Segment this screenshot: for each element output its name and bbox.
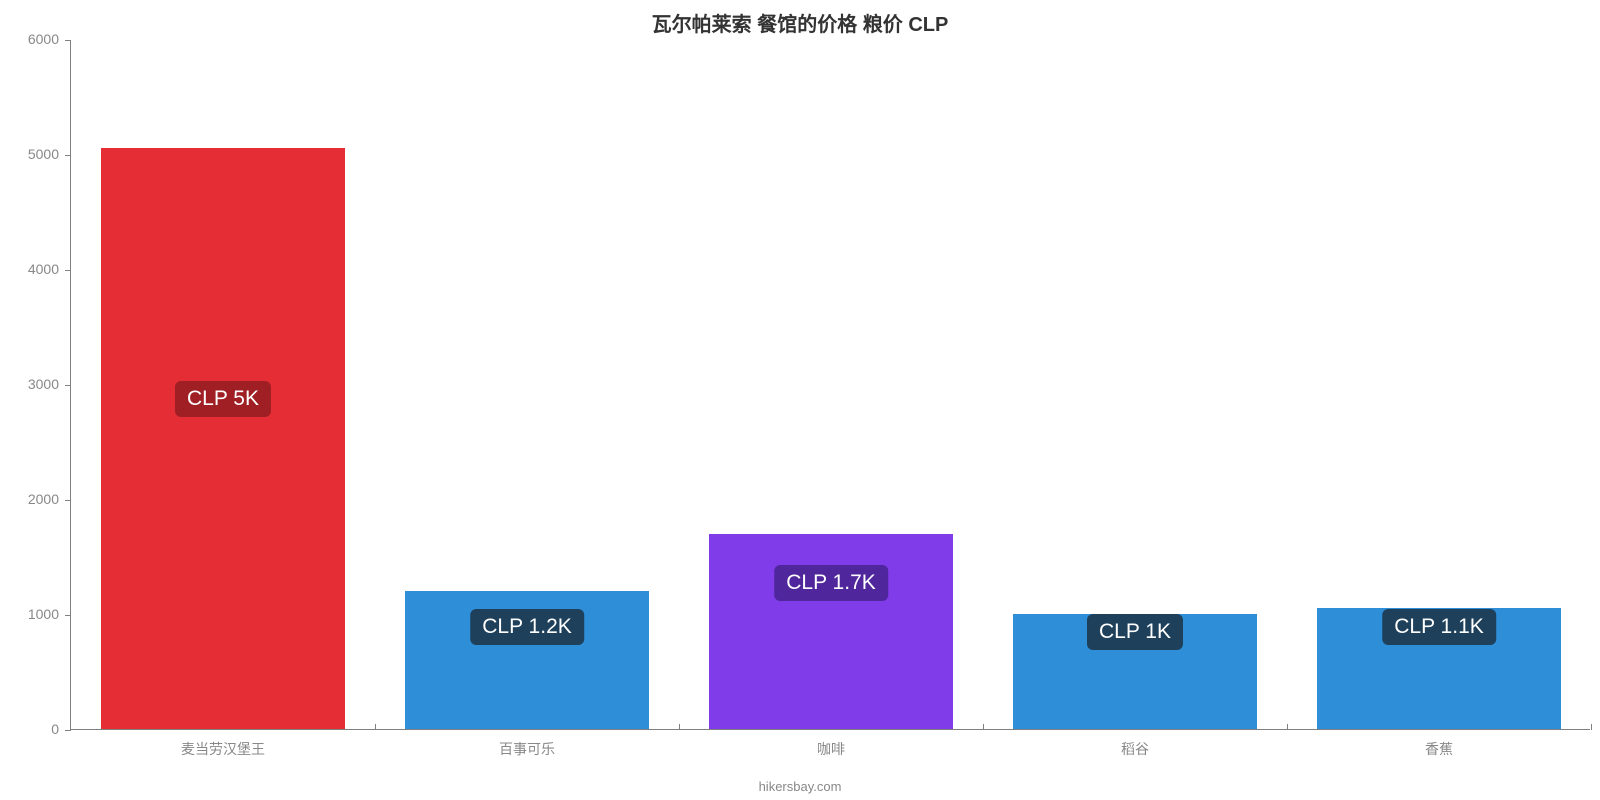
x-tick-mark (983, 724, 984, 730)
chart-title: 瓦尔帕莱索 餐馆的价格 粮价 CLP (0, 8, 1600, 37)
bar-value-badge: CLP 1.7K (774, 565, 888, 601)
x-tick-mark (1287, 724, 1288, 730)
x-tick-mark (679, 724, 680, 730)
x-tick-mark (375, 724, 376, 730)
bar-value-badge: CLP 5K (175, 381, 271, 417)
price-bar-chart: 瓦尔帕莱索 餐馆的价格 粮价 CLP 010002000300040005000… (0, 0, 1600, 800)
y-tick-label: 2000 (28, 491, 71, 507)
bar-value-badge: CLP 1.2K (470, 609, 584, 645)
chart-footer: hikersbay.com (0, 779, 1600, 794)
y-tick-label: 4000 (28, 261, 71, 277)
bar-value-badge: CLP 1K (1087, 614, 1183, 650)
x-tick-mark (1591, 724, 1592, 730)
x-tick-label: 百事可乐 (499, 729, 555, 759)
x-tick-label: 香蕉 (1425, 729, 1453, 759)
y-tick-label: 6000 (28, 31, 71, 47)
x-tick-label: 咖啡 (817, 729, 845, 759)
x-tick-label: 麦当劳汉堡王 (181, 729, 265, 759)
x-tick-label: 稻谷 (1121, 729, 1149, 759)
y-tick-label: 0 (51, 721, 71, 737)
y-tick-label: 1000 (28, 606, 71, 622)
bar (101, 148, 344, 729)
y-tick-label: 3000 (28, 376, 71, 392)
bar (709, 534, 952, 730)
y-tick-label: 5000 (28, 146, 71, 162)
bar-value-badge: CLP 1.1K (1382, 609, 1496, 645)
plot-area: 0100020003000400050006000CLP 5K麦当劳汉堡王CLP… (70, 40, 1590, 730)
